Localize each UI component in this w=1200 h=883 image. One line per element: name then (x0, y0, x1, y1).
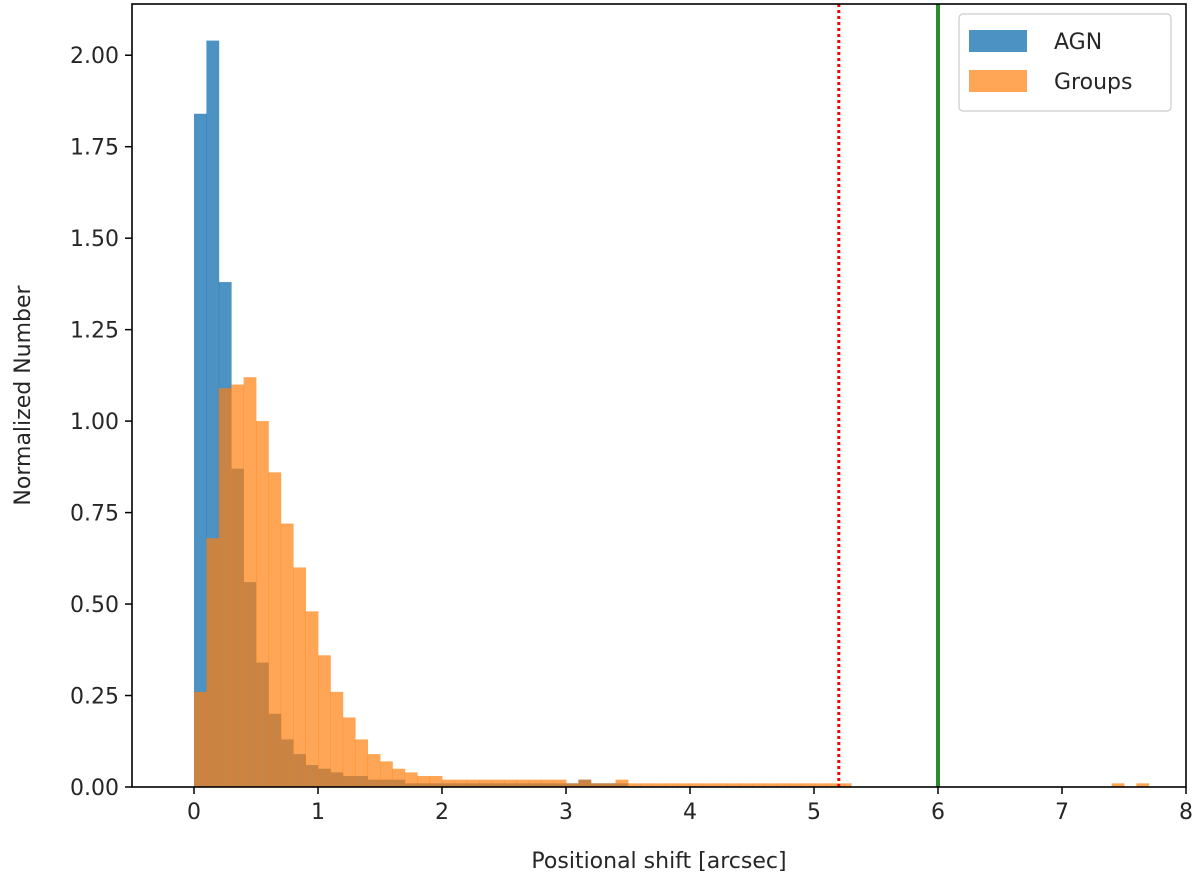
bar-groups (578, 779, 592, 787)
bar-groups (442, 779, 455, 787)
bar-groups (677, 783, 691, 787)
bar-groups (218, 388, 232, 787)
bar-groups (392, 768, 406, 787)
x-tick-label: 0 (187, 800, 201, 825)
bar-groups (541, 779, 554, 787)
bar-groups (231, 384, 244, 787)
bar-groups (628, 783, 641, 787)
bar-groups (615, 779, 629, 787)
legend-label-agn: AGN (1054, 30, 1102, 55)
x-axis-label: Positional shift [arcsec] (531, 849, 786, 874)
y-tick-label: 0.75 (70, 502, 119, 527)
bar-groups (590, 783, 604, 787)
bar-groups (268, 472, 282, 787)
y-tick-label: 1.50 (70, 227, 119, 252)
bar-groups (727, 783, 740, 787)
bar-groups (714, 783, 728, 787)
bar-groups (789, 783, 802, 787)
x-tick-label: 1 (311, 800, 325, 825)
x-tick-label: 4 (683, 800, 697, 825)
bar-groups (814, 783, 827, 787)
bar-agn (194, 113, 207, 787)
y-tick-label: 1.75 (70, 136, 119, 161)
bar-groups (1111, 783, 1125, 787)
bar-groups (566, 783, 579, 787)
bar-groups (1136, 783, 1150, 787)
bar-groups (380, 761, 393, 787)
bar-groups (206, 538, 220, 787)
bar-groups (826, 783, 840, 787)
y-tick-label: 0.25 (70, 685, 119, 710)
bar-groups (491, 779, 505, 787)
bar-groups (280, 523, 294, 787)
bar-groups (516, 779, 530, 787)
bar-groups (466, 779, 480, 787)
y-tick-label: 0.50 (70, 593, 119, 618)
bar-groups (603, 783, 616, 787)
bar-groups (504, 779, 517, 787)
plot-frame (131, 3, 1187, 788)
y-tick-label: 0.00 (70, 776, 119, 801)
x-tick-label: 8 (1179, 800, 1193, 825)
bar-groups (256, 421, 269, 787)
bar-groups (801, 783, 815, 787)
bar-groups (838, 783, 852, 787)
bar-groups (665, 783, 678, 787)
x-tick-label: 7 (1055, 800, 1069, 825)
x-tick-label: 5 (807, 800, 821, 825)
bar-groups (429, 776, 443, 787)
legend-swatch-groups (969, 70, 1027, 92)
bar-groups (243, 377, 257, 787)
bar-groups (752, 783, 765, 787)
legend-label-groups: Groups (1054, 70, 1132, 95)
bar-groups (318, 655, 331, 787)
legend-box (958, 13, 1172, 112)
series-groups-bars (194, 377, 1150, 787)
y-axis-label: Normalized Number (11, 284, 36, 505)
bar-groups (553, 779, 567, 787)
x-tick-label: 6 (931, 800, 945, 825)
bar-groups (355, 739, 368, 787)
bar-groups (479, 779, 492, 787)
bar-groups (330, 691, 344, 787)
bar-groups (776, 783, 790, 787)
bar-groups (305, 611, 319, 787)
bar-groups (652, 783, 666, 787)
bar-groups (690, 783, 703, 787)
y-tick-label: 1.25 (70, 319, 119, 344)
bar-groups (640, 783, 654, 787)
x-tick-label: 3 (559, 800, 573, 825)
bar-groups (454, 779, 468, 787)
bar-groups (702, 783, 716, 787)
x-axis-ticks: 0 1 2 3 4 5 6 7 8 (187, 787, 1193, 825)
x-tick-label: 2 (435, 800, 449, 825)
legend: AGN Groups (958, 13, 1172, 112)
bar-groups (404, 772, 418, 787)
y-axis-ticks: 0.00 0.25 0.50 0.75 1.00 1.25 1.50 1.75 2.00 (70, 44, 132, 801)
bar-groups (194, 691, 207, 787)
bar-groups (367, 754, 381, 787)
bar-groups (293, 567, 306, 787)
legend-swatch-agn (969, 30, 1027, 52)
bar-groups (342, 717, 356, 787)
y-tick-label: 2.00 (70, 44, 119, 69)
bar-groups (764, 783, 778, 787)
y-tick-label: 1.00 (70, 410, 119, 435)
bar-groups (417, 776, 430, 787)
bar-groups (528, 779, 542, 787)
reference-lines (837, 4, 940, 787)
bar-groups (739, 783, 753, 787)
